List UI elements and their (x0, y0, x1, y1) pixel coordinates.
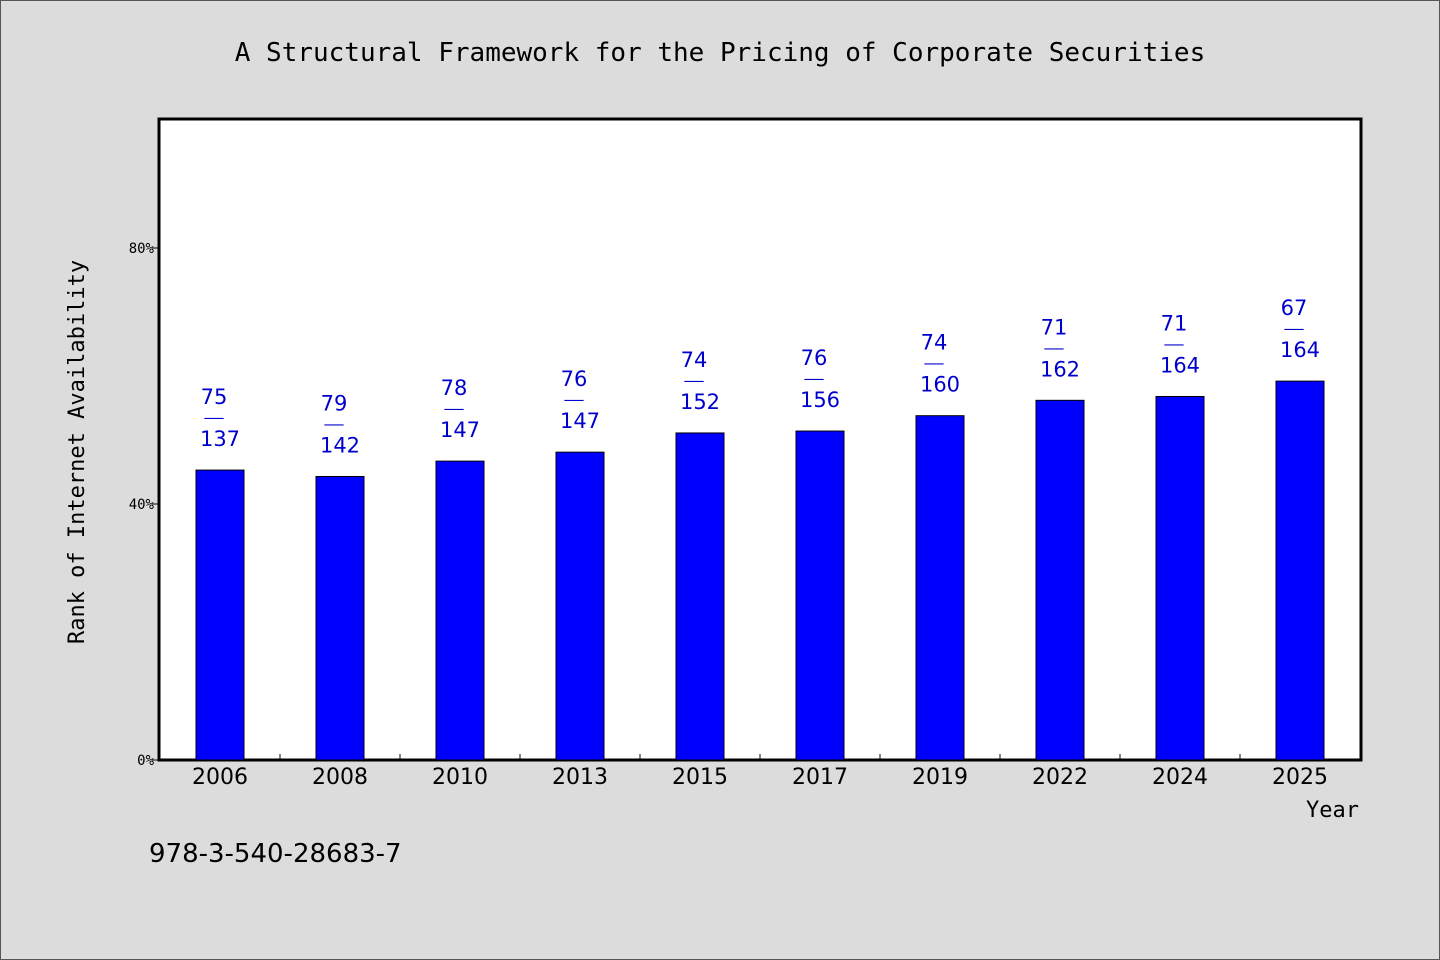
footnote-isbn: 978-3-540-28683-7 (149, 839, 402, 869)
bar-label-top: 71 (1161, 311, 1188, 335)
bars (195, 380, 1325, 761)
y-tick-label: 0% (137, 753, 154, 769)
bar-2022 (1035, 399, 1085, 761)
x-axis (279, 754, 1241, 760)
bar-2010 (435, 460, 485, 761)
chart-title: A Structural Framework for the Pricing o… (235, 38, 1206, 68)
bar-label-top: 67 (1281, 296, 1308, 320)
bar-label-bottom: 137 (200, 427, 240, 451)
bar-2024 (1155, 395, 1205, 761)
bar-label-separator: —— (1284, 319, 1304, 338)
bar-2015 (675, 432, 725, 761)
bar-label-top: 71 (1041, 315, 1068, 339)
x-axis-label: Year (1306, 798, 1359, 823)
x-tick-label: 2019 (912, 765, 968, 790)
bar-2019 (915, 415, 965, 761)
bar-label-bottom: 164 (1160, 353, 1200, 377)
bar-label-top: 79 (321, 391, 348, 415)
bar-2025 (1275, 380, 1325, 761)
x-tick-label: 2013 (552, 765, 608, 790)
y-tick-label: 40% (129, 497, 155, 513)
bar-label-bottom: 156 (800, 388, 840, 412)
bar-label-separator: —— (204, 408, 224, 427)
bar-label-bottom: 147 (440, 418, 480, 442)
y-tick-label: 80% (129, 241, 155, 257)
bar-label-bottom: 164 (1280, 338, 1320, 362)
bar-label-top: 78 (441, 376, 468, 400)
x-tick-label: 2006 (192, 765, 248, 790)
bar-label-separator: —— (804, 369, 824, 388)
bar-label-bottom: 160 (920, 373, 960, 397)
x-tick-label: 2010 (432, 765, 488, 790)
x-tick-labels: 2006 2008 2010 2013 2015 2017 2019 2022 2024 2025 (192, 765, 1328, 790)
x-tick-label: 2022 (1032, 765, 1088, 790)
bar-label-top: 75 (201, 385, 228, 409)
bar-2008 (315, 475, 365, 761)
y-axis: 0% 40% 80% (129, 241, 160, 769)
x-tick-label: 2015 (672, 765, 728, 790)
bar-label-top: 74 (921, 331, 948, 355)
bar-label-separator: —— (324, 414, 344, 433)
bar-label-bottom: 142 (320, 433, 360, 457)
bar-label-separator: —— (564, 390, 584, 409)
y-axis-label: Rank of Internet Availability (65, 260, 90, 644)
bar-labels: 75——13779——14278——14776——14774——15276——1… (200, 296, 1320, 457)
bar-label-bottom: 147 (560, 409, 600, 433)
x-tick-label: 2008 (312, 765, 368, 790)
bar-2006 (195, 469, 245, 761)
x-tick-label: 2024 (1152, 765, 1208, 790)
bar-label-separator: —— (1164, 334, 1184, 353)
bar-label-separator: —— (684, 371, 704, 390)
bar-label-separator: —— (924, 354, 944, 373)
bar-label-separator: —— (1044, 338, 1064, 357)
bar-label-bottom: 152 (680, 390, 720, 414)
bar-2017 (795, 430, 845, 761)
bar-label-top: 74 (681, 348, 708, 372)
bar-label-top: 76 (801, 346, 828, 370)
x-tick-label: 2025 (1272, 765, 1328, 790)
bar-label-top: 76 (561, 367, 588, 391)
x-tick-label: 2017 (792, 765, 848, 790)
bar-label-bottom: 162 (1040, 357, 1080, 381)
bar-2013 (555, 451, 605, 761)
bar-label-separator: —— (444, 399, 464, 418)
